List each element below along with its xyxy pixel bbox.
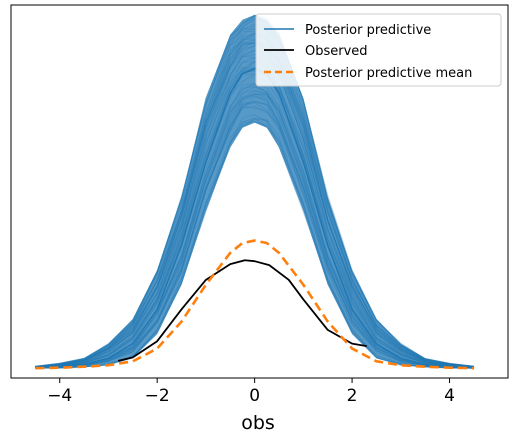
legend: Posterior predictive Observed Posterior …	[255, 13, 502, 87]
posterior-predictive-sample-line	[35, 96, 474, 369]
posterior-predictive-sample-line	[35, 45, 474, 368]
posterior-predictive-center-line	[35, 68, 474, 369]
posterior-predictive-sample-line	[35, 101, 474, 369]
posterior-predictive-sample-line	[35, 105, 474, 369]
posterior-predictive-sample-line	[35, 33, 474, 368]
posterior-predictive-sample-line	[35, 38, 474, 368]
posterior-predictive-sample-line	[35, 49, 474, 368]
legend-box	[255, 13, 502, 87]
posterior-predictive-sample-line	[35, 93, 474, 369]
posterior-predictive-sample-line	[35, 89, 474, 369]
posterior-predictive-sample-line	[35, 42, 474, 368]
posterior-predictive-sample-line	[35, 73, 474, 368]
posterior-predictive-sample-line	[35, 86, 474, 369]
posterior-predictive-sample-line	[35, 105, 474, 369]
posterior-predictive-sample-line	[35, 100, 474, 369]
posterior-predictive-sample-line	[35, 42, 474, 368]
posterior-predictive-sample-line	[35, 41, 474, 368]
posterior-predictive-sample-line	[35, 82, 474, 369]
x-tick-label: −2	[145, 386, 170, 406]
x-tick-label: 0	[249, 386, 260, 406]
posterior-predictive-sample-line	[35, 33, 474, 368]
legend-label-observed: Observed	[305, 44, 368, 59]
posterior-predictive-sample-line	[35, 35, 474, 367]
posterior-predictive-sample-line	[35, 44, 474, 368]
posterior-predictive-sample-line	[35, 90, 474, 369]
posterior-predictive-sample-line	[35, 117, 474, 369]
posterior-predictive-sample-line	[35, 39, 474, 368]
legend-label-posterior-predictive: Posterior predictive	[305, 23, 431, 38]
posterior-predictive-sample-line	[35, 61, 474, 368]
posterior-predictive-sample-line	[35, 117, 474, 369]
posterior-predictive-sample-line	[35, 42, 474, 368]
posterior-predictive-sample-line	[35, 61, 474, 368]
posterior-predictive-sample-line	[35, 23, 474, 367]
observed-series-layer	[117, 259, 367, 362]
posterior-predictive-sample-line	[35, 25, 474, 367]
posterior-predictive-sample-line	[35, 92, 474, 369]
posterior-predictive-sample-line	[35, 120, 474, 369]
plot-frame	[10, 4, 509, 379]
posterior-predictive-sample-line	[35, 15, 474, 367]
posterior-predictive-sample-line	[35, 53, 474, 368]
posterior-predictive-sample-line	[35, 85, 474, 369]
posterior-predictive-sample-line	[35, 70, 474, 368]
posterior-predictive-sample-line	[35, 15, 474, 367]
posterior-predictive-sample-line	[35, 14, 474, 367]
posterior-predictive-sample-line	[35, 114, 474, 369]
posterior-predictive-sample-line	[35, 83, 474, 368]
x-tick-label: 4	[444, 386, 455, 406]
posterior-predictive-ensemble	[35, 14, 474, 369]
posterior-predictive-sample-line	[35, 32, 474, 368]
x-tick-label: −4	[47, 386, 72, 406]
posterior-predictive-sample-line	[35, 30, 474, 368]
posterior-predictive-sample-line	[35, 57, 474, 368]
posterior-predictive-sample-line	[35, 39, 474, 368]
posterior-predictive-band	[35, 14, 474, 369]
posterior-predictive-sample-line	[35, 50, 474, 368]
posterior-predictive-mean-line	[35, 239, 474, 370]
posterior-predictive-mean-layer	[35, 239, 474, 370]
posterior-predictive-sample-line	[35, 55, 474, 368]
posterior-predictive-sample-line	[35, 93, 474, 369]
observed-line	[117, 259, 367, 362]
posterior-predictive-sample-line	[35, 120, 474, 369]
x-tick-label: 2	[347, 386, 358, 406]
posterior-predictive-sample-line	[35, 66, 474, 368]
x-axis-ticks: −4 −2 0 2 4	[47, 378, 455, 406]
x-axis-label: obs	[241, 412, 275, 434]
posterior-predictive-sample-line	[35, 14, 474, 367]
posterior-predictive-sample-line	[35, 68, 474, 368]
posterior-predictive-sample-line	[35, 95, 474, 369]
posterior-predictive-sample-line	[35, 101, 474, 369]
legend-label-posterior-predictive-mean: Posterior predictive mean	[305, 66, 472, 81]
posterior-predictive-sample-line	[35, 18, 474, 367]
posterior-predictive-sample-line	[35, 60, 474, 368]
posterior-predictive-sample-line	[35, 73, 474, 368]
posterior-predictive-sample-line	[35, 118, 474, 369]
posterior-predictive-sample-line	[35, 25, 474, 368]
posterior-predictive-sample-line	[35, 102, 474, 369]
